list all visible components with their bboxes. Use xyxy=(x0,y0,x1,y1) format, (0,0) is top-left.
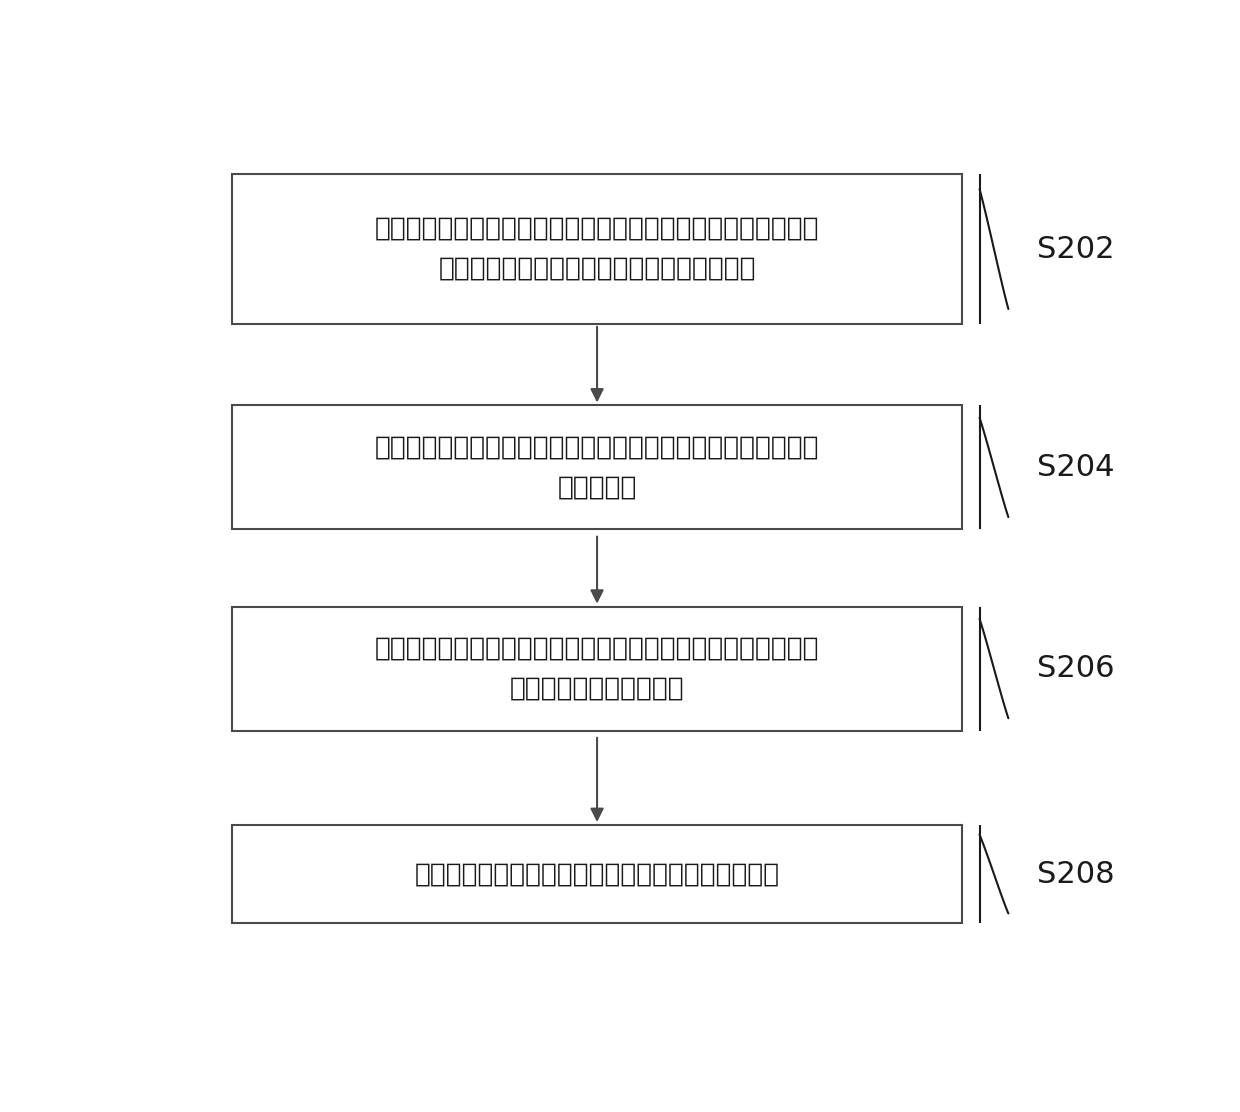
Text: S206: S206 xyxy=(1037,654,1115,683)
Text: 确定用于进行并行数据传输的多个次节点的节点类型，其中，该
节点类型包括支持消息并行处理的二类次节点: 确定用于进行并行数据传输的多个次节点的节点类型，其中，该 节点类型包括支持消息并… xyxy=(374,216,820,282)
Bar xyxy=(232,606,962,731)
Text: S208: S208 xyxy=(1037,860,1115,888)
Bar xyxy=(232,405,962,529)
Text: S202: S202 xyxy=(1037,235,1115,264)
Text: 依据节点类型确定用于协商并行数据传输的各个次节点资源的资
源协商方式: 依据节点类型确定用于协商并行数据传输的各个次节点资源的资 源协商方式 xyxy=(374,435,820,500)
Text: S204: S204 xyxy=(1037,453,1115,481)
Bar xyxy=(232,175,962,324)
Text: 依据该对应资源对多个次节点进行并行数据传输处理: 依据该对应资源对多个次节点进行并行数据传输处理 xyxy=(414,861,780,887)
Text: 依据确定的资源协商方式确定用于进行并行数据传输的分别对应
于多个次节点的对应资源: 依据确定的资源协商方式确定用于进行并行数据传输的分别对应 于多个次节点的对应资源 xyxy=(374,636,820,702)
Bar xyxy=(232,825,962,923)
